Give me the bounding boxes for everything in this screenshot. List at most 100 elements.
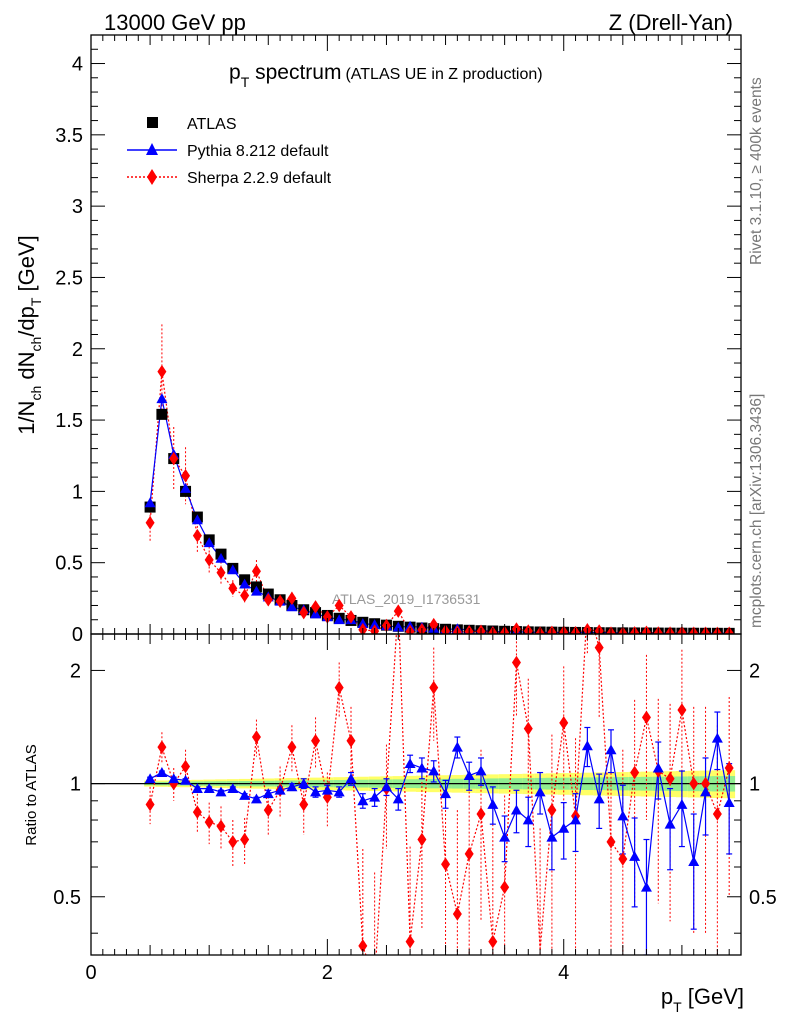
pythia-ratio-point [546, 831, 558, 842]
legend-pythia-label: Pythia 8.212 default [187, 143, 329, 160]
sherpa-point [145, 516, 155, 530]
sherpa-point [216, 565, 226, 580]
ylabel-part3: /dp [14, 306, 39, 337]
legend-atlas-label: ATLAS [187, 116, 237, 133]
pythia-ratio-point [581, 740, 593, 751]
mcplots-label: mcplots.cern.ch [arXiv:1306.3436] [748, 394, 765, 628]
sherpa-ratio-point [701, 776, 711, 791]
legend-pythia-marker [146, 143, 158, 155]
title-sub: T [241, 74, 250, 90]
pythia-point [227, 564, 239, 575]
header-left: 13000 GeV pp [104, 10, 246, 35]
pythia-ratio-point [180, 774, 192, 785]
pythia-ratio-point [144, 773, 156, 784]
pythia-ratio-point [310, 786, 322, 797]
ratio-ytick-label-right: 0.5 [749, 887, 777, 909]
sherpa-ratio-point [452, 907, 462, 921]
pythia-point [203, 537, 215, 548]
sherpa-ratio-point [417, 832, 427, 847]
pythia-point [392, 621, 404, 632]
sherpa-point [311, 600, 321, 614]
sherpa-ratio-point [641, 710, 651, 725]
legend-sherpa-label: Sherpa 2.2.9 default [187, 170, 332, 187]
pythia-ratio-point [392, 793, 404, 804]
sherpa-ratio-point [346, 734, 356, 748]
pythia-ratio-line [149, 738, 730, 888]
sherpa-ratio-point [677, 703, 687, 717]
pythia-point [369, 619, 381, 629]
sherpa-point [240, 588, 250, 603]
sherpa-ratio-point [689, 776, 699, 791]
ylabel-sub1: ch [28, 386, 44, 401]
sherpa-ratio-point [251, 730, 261, 744]
sherpa-ratio-point [547, 803, 557, 817]
pythia-point [333, 614, 345, 625]
pythia-ratio-point [451, 741, 463, 752]
sherpa-ratio-point [724, 761, 734, 775]
ylabel-part2: dN [14, 352, 39, 386]
ratio-frame [90, 633, 742, 956]
sherpa-point [251, 564, 261, 578]
pythia-ratio-point [380, 781, 392, 792]
ylabel-part1: 1/N [14, 401, 39, 435]
ratio-ytick-label-right: 2 [749, 660, 760, 682]
pythia-point [144, 497, 156, 508]
sherpa-ratio-point [630, 765, 640, 780]
sherpa-point [275, 594, 285, 608]
ratio-ylabel: Ratio to ATLAS [23, 744, 40, 845]
sherpa-ratio-point [476, 807, 486, 821]
pythia-point [191, 514, 203, 525]
sherpa-ratio-point [204, 815, 214, 829]
title-p: p [229, 61, 241, 84]
title-note: (ATLAS UE in Z production) [345, 66, 542, 83]
sherpa-point [169, 451, 179, 466]
sherpa-ratio-point [181, 759, 191, 774]
pythia-ratio-point [723, 797, 735, 808]
pythia-point [286, 601, 298, 612]
sherpa-ratio-line [149, 634, 730, 955]
ratio-ytick-label-right: 1 [749, 774, 760, 796]
sherpa-point [228, 581, 238, 596]
sherpa-point [204, 553, 214, 567]
sherpa-ratio-point [334, 680, 344, 695]
xlabel-sub: T [673, 999, 682, 1015]
legend-sherpa-marker [147, 169, 157, 185]
pythia-ratio-point [522, 814, 534, 825]
sherpa-point [181, 468, 191, 483]
legend: ATLAS Pythia 8.212 default Sherpa 2.2.9 … [127, 116, 332, 187]
sherpa-point [263, 593, 273, 607]
pythia-ratio-point [605, 744, 617, 755]
ratio-ytick-label-left: 0.5 [53, 887, 81, 909]
xtick-label: 4 [558, 962, 569, 984]
main-ytick-label: 1.5 [55, 410, 83, 432]
ylabel-sub3: T [28, 297, 44, 306]
sherpa-point [429, 617, 439, 632]
sherpa-ratio-point [665, 772, 675, 786]
main-ytick-label: 3.5 [55, 125, 83, 147]
sherpa-ratio-point [228, 835, 238, 849]
axes: 0 0.5 1 1.5 2 2.5 3 3.5 4 0 2 4 0.5 0.5 1 1 2 2 [53, 34, 777, 984]
sherpa-point [322, 610, 332, 624]
xlabel-p: p [661, 984, 673, 1009]
sherpa-ratio-point [240, 832, 250, 847]
pythia-ratio-point [700, 786, 712, 797]
pythia-ratio-point [487, 798, 499, 809]
sherpa-point [334, 598, 344, 613]
xtick-label: 0 [85, 962, 96, 984]
title-rest: spectrum [249, 61, 341, 84]
pythia-ratio-point [499, 831, 511, 842]
sherpa-point [346, 610, 356, 624]
x-axis-label: pT [GeV] [661, 984, 744, 1015]
sherpa-ratio-point [311, 734, 321, 748]
sherpa-ratio-point [299, 797, 309, 812]
header-right: Z (Drell-Yan) [609, 10, 733, 35]
sherpa-point [157, 364, 167, 379]
pythia-ratio-point [688, 856, 700, 867]
sherpa-point [393, 604, 403, 618]
pythia-ratio-point [333, 786, 345, 797]
pythia-ratio-point [664, 818, 676, 829]
ratio-ytick-label-left: 1 [70, 774, 81, 796]
ylabel-part4: [GeV] [14, 235, 39, 297]
pythia-ratio-point [440, 788, 452, 799]
